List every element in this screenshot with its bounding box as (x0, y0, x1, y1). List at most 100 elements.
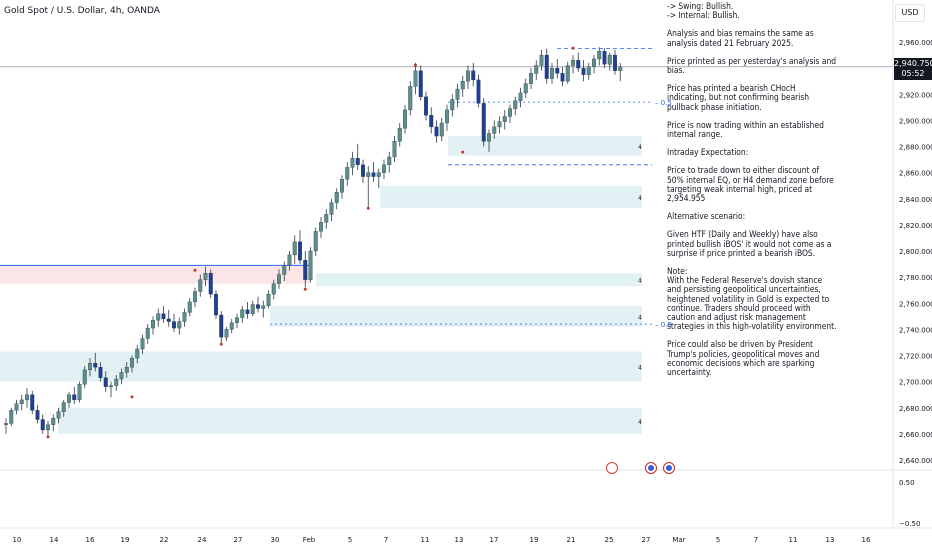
candle-body (613, 54, 617, 71)
candle-body (450, 99, 455, 111)
candle-body (61, 402, 66, 412)
candle-body (334, 192, 339, 203)
candle-body (40, 419, 45, 431)
candle-body (30, 394, 35, 411)
swing-low-marker (366, 206, 370, 210)
candle-body (392, 141, 397, 158)
time-tick-label: 17 (490, 536, 499, 544)
indicator-tick-label: −0.50 (899, 520, 920, 528)
candles-layer (4, 47, 623, 437)
candle-body (502, 116, 507, 122)
candle-body (523, 83, 528, 94)
swing-high-marker (571, 46, 575, 50)
candle-body (224, 329, 229, 338)
candle-body (597, 50, 602, 60)
time-tick-label: 13 (826, 536, 835, 544)
price-tick-label: 2,900.000 (899, 117, 932, 125)
candle-body (571, 60, 575, 66)
demand-zone (380, 185, 642, 208)
candle-body (203, 273, 208, 280)
candle-body (266, 293, 271, 307)
candle-body (140, 338, 145, 350)
time-tick-label: 16 (86, 536, 95, 544)
time-axis[interactable]: 10 14 16 19 22 24 27 30 Feb 5 7 11 13 17 19 21 25 27 Mar 5 7… (0, 527, 932, 544)
analysis-notes: -> Swing: Bullish. -> Internal: Bullish.… (667, 1, 837, 386)
candle-body (418, 70, 423, 98)
price-tick-label: 2,720.000 (899, 353, 932, 361)
candle-body (298, 241, 302, 261)
price-tick-label: 2,760.000 (899, 300, 932, 308)
price-tick-label: 2,660.000 (899, 431, 932, 439)
candle-body (4, 423, 8, 425)
candle-body (313, 231, 318, 252)
swing-high-marker (193, 268, 197, 272)
candle-body (51, 418, 56, 425)
candle-body (466, 70, 470, 82)
zones-layer: 4 4 4 4 4 4 (0, 136, 642, 434)
candle-body (413, 70, 418, 87)
candle-body (565, 65, 570, 82)
demand-zone (0, 351, 642, 382)
candle-body (581, 67, 586, 75)
candle-body (376, 172, 381, 177)
candle-body (340, 179, 344, 193)
note-intraday-heading: Intraday Expectation: (667, 147, 749, 158)
event-icon-inner (648, 465, 654, 471)
candle-body (161, 313, 166, 320)
candle-body (182, 312, 187, 322)
swing-high-marker (414, 63, 417, 67)
candle-body (429, 115, 434, 128)
zone-label: 4 (638, 314, 642, 321)
note-internal: -> Internal: Bullish. (667, 10, 740, 21)
candle-body (219, 314, 224, 338)
note-alt-heading: Alternative scenario: (667, 211, 746, 222)
candle-body (292, 241, 297, 256)
demand-zone (316, 273, 642, 287)
candle-body (513, 100, 518, 109)
candle-body (277, 274, 281, 284)
time-tick-label: 10 (13, 536, 22, 544)
candle-body (455, 88, 460, 100)
candle-body (471, 70, 476, 81)
price-tick-label: 2,680.000 (899, 405, 932, 413)
demand-zone (58, 407, 642, 434)
candle-body (329, 202, 334, 215)
time-tick-label: 25 (605, 536, 614, 544)
candle-body (156, 313, 161, 321)
candle-body (487, 133, 491, 142)
candle-body (14, 403, 19, 411)
note-swing: -> Swing: Bullish. (667, 1, 734, 11)
time-tick-label: 14 (50, 536, 59, 544)
zone-label: 4 (638, 144, 642, 151)
note-intraday: Price to trade down to either discount o… (667, 165, 834, 204)
price-axis-bg (893, 0, 932, 550)
note-printed: Price printed as per yesterday's analysi… (667, 55, 837, 76)
candle-body (544, 54, 549, 79)
candle-body (308, 250, 313, 280)
candle-body (460, 81, 465, 90)
chart-title: Gold Spot / U.S. Dollar, 4h, OANDA (4, 6, 160, 16)
time-tick-label: 11 (421, 536, 430, 544)
time-tick-label: Mar (672, 536, 685, 544)
events-layer[interactable] (606, 462, 675, 474)
candle-body (250, 304, 255, 314)
level-label: – 0.5 (655, 99, 672, 107)
price-tick-label: 2,700.000 (899, 379, 932, 387)
candle-body (592, 58, 596, 67)
supply-zone (0, 265, 310, 284)
currency-button[interactable]: USD (895, 4, 925, 22)
event-icon-inner (609, 465, 615, 471)
time-tick-label: 24 (198, 536, 207, 544)
candle-body (67, 394, 71, 403)
candle-body (345, 167, 350, 180)
candle-body (261, 305, 266, 309)
price-tick-label: 2,800.000 (899, 248, 932, 256)
note-fed: With the Federal Reserve's dovish stance… (667, 275, 837, 332)
time-tick-label: 11 (789, 536, 798, 544)
note-heading: Note: (667, 266, 688, 277)
candle-body (560, 73, 565, 82)
bar-countdown: 05:52 (901, 69, 925, 78)
zone-label: 4 (638, 365, 642, 372)
